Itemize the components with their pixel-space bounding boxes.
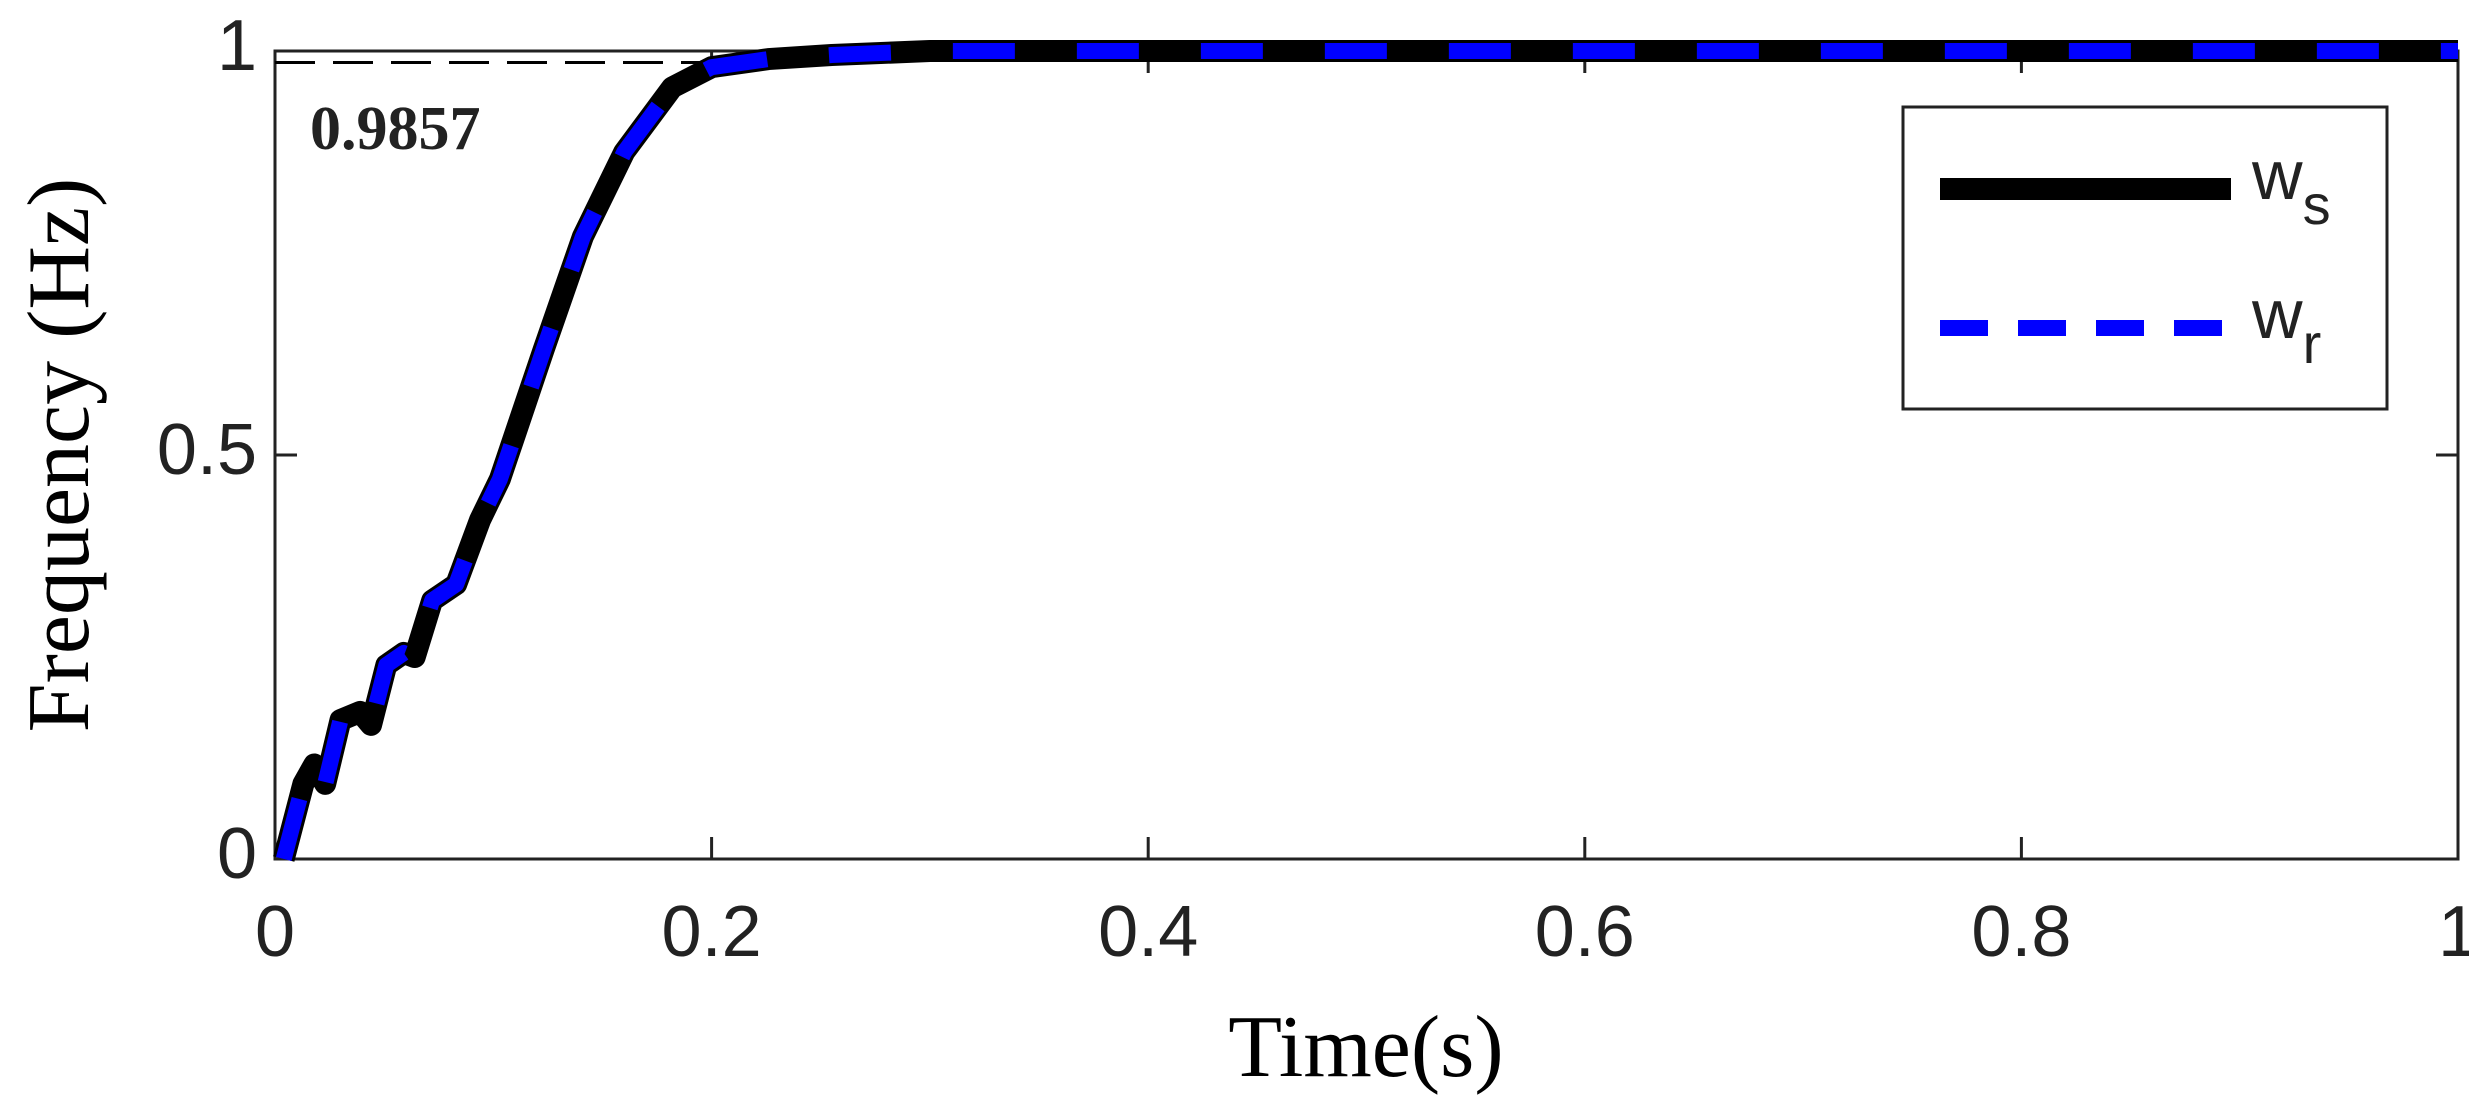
legend-label: ws xyxy=(2251,136,2331,235)
annotation: 0.9857 xyxy=(310,95,481,163)
x-tick-label: 0.4 xyxy=(1098,892,1198,972)
x-tick-label: 0.6 xyxy=(1535,892,1635,972)
y-tick-label: 0 xyxy=(217,814,257,894)
legend-label: wr xyxy=(2251,275,2321,374)
x-tick-label: 1 xyxy=(2438,892,2469,972)
x-tick-label: 0 xyxy=(255,892,295,972)
legend-box xyxy=(1901,105,2389,411)
y-axis-label: Frequency (Hz) xyxy=(11,178,108,733)
y-tick-label: 1 xyxy=(217,6,257,86)
x-tick-label: 0.2 xyxy=(662,892,762,972)
series-line xyxy=(275,43,2458,862)
x-tick-label: 0.8 xyxy=(1971,892,2071,972)
x-axis-label: Time(s) xyxy=(1228,999,1503,1096)
y-tick-label: 0.5 xyxy=(157,410,257,490)
